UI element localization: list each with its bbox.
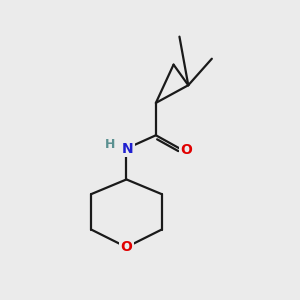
Text: H: H bbox=[105, 138, 116, 151]
Text: N: N bbox=[122, 142, 134, 155]
Text: O: O bbox=[180, 143, 192, 157]
Text: O: O bbox=[121, 240, 132, 254]
